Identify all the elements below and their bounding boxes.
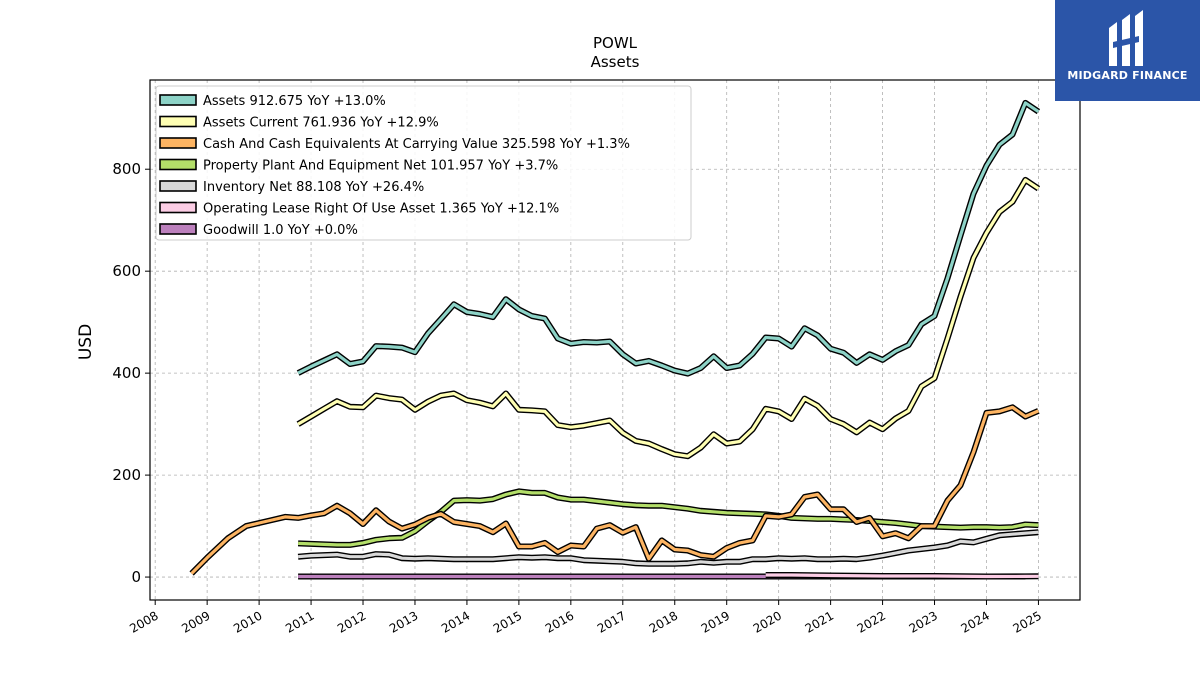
x-tick-label: 2008	[127, 608, 160, 635]
x-tick-label: 2009	[179, 608, 212, 635]
y-tick-label: 800	[112, 160, 141, 178]
chart-subtitle: Assets	[591, 53, 640, 71]
brand-logo: MIDGARD FINANCE	[1055, 0, 1200, 101]
x-tick-label: 2015	[491, 608, 524, 635]
legend-swatch-inventory-net	[159, 180, 197, 192]
x-tick-label: 2016	[543, 608, 576, 635]
y-tick-label: 200	[112, 466, 141, 484]
x-tick-label: 2012	[335, 608, 368, 635]
legend-label-assets: Assets 912.675 YoY +13.0%	[203, 94, 386, 109]
chart-title: POWL	[593, 34, 638, 52]
legend-label-operating-lease-right-of-use-asset: Operating Lease Right Of Use Asset 1.365…	[203, 202, 559, 217]
legend-swatch-goodwill	[159, 223, 197, 235]
y-tick-label: 0	[131, 568, 141, 586]
x-tick-label: 2010	[231, 608, 264, 635]
x-tick-label: 2025	[1010, 608, 1043, 635]
legend-box	[155, 85, 692, 241]
x-tick-label: 2021	[803, 608, 836, 635]
x-tick-label: 2013	[387, 608, 420, 635]
y-tick-label: 600	[112, 262, 141, 280]
legend: Assets 912.675 YoY +13.0% Assets Current …	[155, 85, 692, 241]
legend-label-inventory-net: Inventory Net 88.108 YoY +26.4%	[203, 180, 424, 195]
legend-swatch-operating-lease-right-of-use-asset	[159, 201, 197, 214]
plot-frame	[149, 79, 1081, 601]
x-tick-label: 2022	[855, 608, 888, 635]
logo-text: MIDGARD FINANCE	[1067, 69, 1188, 82]
series-line-assets	[297, 101, 1040, 376]
x-tick-label: 2020	[751, 608, 784, 635]
x-tick-label: 2014	[439, 608, 472, 635]
midgard-logo-icon	[1109, 10, 1143, 66]
series-line-property-plant-and-equipment-net	[298, 489, 1039, 547]
legend-label-assets-current: Assets Current 761.936 YoY +12.9%	[203, 116, 439, 131]
x-tick-label: 2024	[959, 608, 992, 635]
legend-label-cash-and-cash-equivalents-at-carrying-value: Cash And Cash Equivalents At Carrying Va…	[203, 137, 630, 152]
y-tick-label: 400	[112, 364, 141, 382]
legend-swatch-cash-and-cash-equivalents-at-carrying-value	[159, 137, 197, 149]
legend-swatch-property-plant-and-equipment-net	[159, 158, 197, 171]
x-tick-label: 2011	[283, 608, 316, 635]
series-outline-property-plant-and-equipment-net	[297, 488, 1039, 548]
legend-swatch-assets-current	[159, 115, 197, 128]
x-tick-label: 2017	[595, 608, 628, 635]
y-axis-label: USD	[76, 324, 96, 360]
legend-swatch-assets	[159, 94, 197, 106]
series-layer	[189, 99, 1041, 580]
series-line-cash-and-cash-equivalents-at-carrying-value	[190, 405, 1040, 575]
series-line-operating-lease-right-of-use-asset	[765, 573, 1039, 579]
legend-label-property-plant-and-equipment-net: Property Plant And Equipment Net 101.957…	[203, 159, 558, 174]
legend-label-goodwill: Goodwill 1.0 YoY +0.0%	[203, 223, 358, 238]
x-tick-label: 2019	[699, 608, 732, 635]
x-tick-label: 2018	[647, 608, 680, 635]
x-tick-label: 2023	[907, 608, 940, 635]
series-line-assets-current	[297, 178, 1040, 458]
series-line-inventory-net	[297, 530, 1039, 566]
